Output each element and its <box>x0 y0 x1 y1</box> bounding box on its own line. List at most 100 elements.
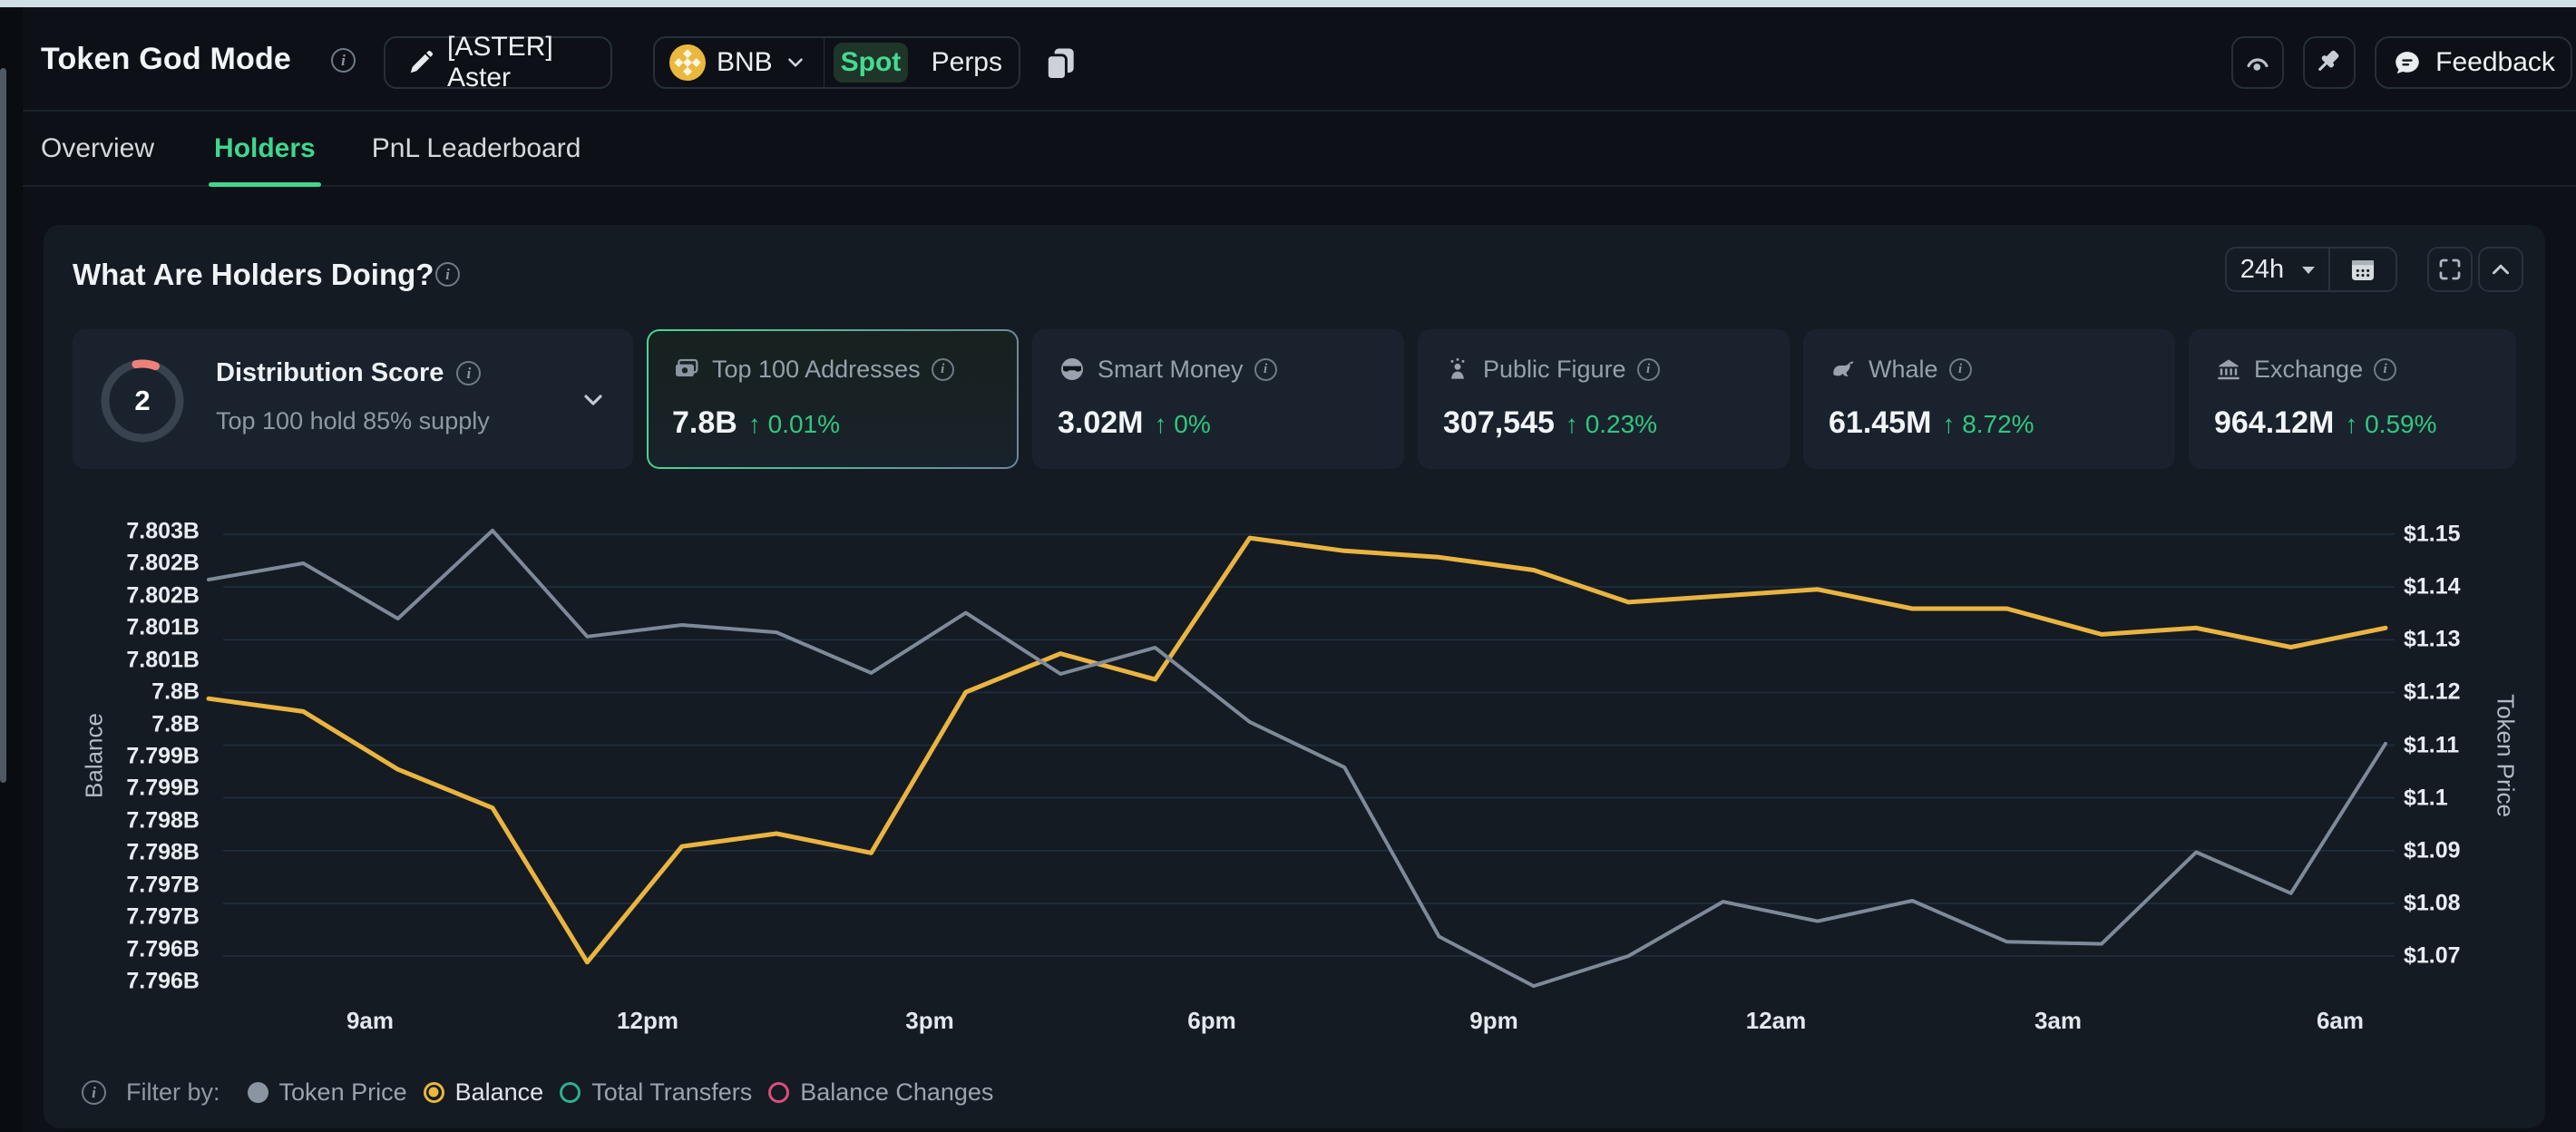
public-figure-icon <box>1443 355 1472 384</box>
stat-value-row: 307,545 ↑ 0.23% <box>1443 405 1657 441</box>
stat-value: 7.8B <box>672 405 737 441</box>
distribution-score-subtitle: Top 100 hold 85% supply <box>216 407 490 435</box>
spot-tab[interactable]: Spot <box>834 43 907 83</box>
tab-pnl-leaderboard[interactable]: PnL Leaderboard <box>372 112 581 185</box>
filter-option-total-transfers[interactable]: Total Transfers <box>560 1078 752 1107</box>
panel-title: What Are Holders Doing? <box>73 258 434 292</box>
radio-icon <box>768 1082 789 1103</box>
feedback-label: Feedback <box>2435 47 2555 78</box>
chain-label: BNB <box>717 47 773 78</box>
filter-option-balance[interactable]: Balance <box>424 1078 544 1107</box>
info-icon[interactable]: i <box>2374 358 2396 381</box>
left-axis-tick: 7.797B <box>71 904 200 931</box>
left-axis-title: Balance <box>81 713 109 798</box>
info-icon[interactable]: i <box>1637 358 1660 381</box>
browser-edge-strip <box>0 0 2576 7</box>
token-god-mode-page: Token God Mode i [ASTER] Aster <box>0 0 2576 1132</box>
watch-button[interactable] <box>2231 36 2284 89</box>
stat-label: Whale <box>1869 356 1938 384</box>
pencil-icon <box>407 49 434 76</box>
token-name: [ASTER] Aster <box>447 32 589 93</box>
left-axis-tick: 7.801B <box>71 615 200 641</box>
left-axis-tick: 7.8B <box>71 679 200 706</box>
distribution-score-label: Distribution Score i <box>216 358 481 388</box>
stat-card-public-figure[interactable]: Public Figure i 307,545 ↑ 0.23% <box>1418 329 1790 469</box>
copy-address-icon[interactable] <box>1040 44 1080 83</box>
info-icon[interactable]: i <box>82 1080 106 1105</box>
series-line-token-price <box>209 531 2386 986</box>
tab-overview[interactable]: Overview <box>41 112 181 185</box>
pin-button[interactable] <box>2303 36 2356 89</box>
chain-dropdown[interactable]: BNB <box>655 38 824 87</box>
filter-option-token-price[interactable]: Token Price <box>248 1078 407 1107</box>
radio-icon <box>248 1082 268 1103</box>
left-axis-tick: 7.803B <box>71 519 200 545</box>
filter-option-label: Token Price <box>279 1078 407 1107</box>
info-icon[interactable]: i <box>331 48 356 73</box>
filter-by-label: Filter by: <box>126 1078 220 1107</box>
filter-options: Token Price Balance Total Transfers Balance… <box>248 1078 1010 1107</box>
stat-change-value: 8.72% <box>1962 410 2034 438</box>
holders-activity-chart[interactable] <box>44 479 2545 1059</box>
chevron-down-icon[interactable] <box>579 385 608 415</box>
token-select-button[interactable]: [ASTER] Aster <box>384 36 612 89</box>
chart-filter-row: i Filter by: Token Price Balance Total Tra… <box>82 1069 1010 1116</box>
info-icon[interactable]: i <box>435 262 460 287</box>
chat-bubble-icon <box>2392 47 2423 78</box>
stat-value-row: 61.45M ↑ 8.72% <box>1829 405 2034 441</box>
x-axis-tick: 12pm <box>617 1007 678 1035</box>
banknote-icon <box>672 355 701 384</box>
stat-change: ↑ 0.59% <box>2345 410 2436 439</box>
stat-value-row: 964.12M ↑ 0.59% <box>2214 405 2437 441</box>
left-scrollbar-thumb[interactable] <box>0 68 6 783</box>
distribution-score-card[interactable]: 2 Distribution Score i Top 100 hold 85% … <box>73 329 633 469</box>
stat-change-value: 0.01% <box>768 410 840 438</box>
x-axis-tick: 3am <box>2034 1007 2082 1035</box>
fullscreen-button[interactable] <box>2427 247 2473 292</box>
right-axis-tick: $1.13 <box>2404 627 2461 653</box>
stat-card-whale[interactable]: Whale i 61.45M ↑ 8.72% <box>1803 329 2175 469</box>
stat-label: Top 100 Addresses <box>712 356 921 384</box>
caret-down-icon[interactable] <box>2298 259 2319 280</box>
stat-label-row: Smart Money i <box>1058 355 1277 384</box>
market-selector-group: BNB Spot Perps <box>653 36 1020 89</box>
info-icon[interactable]: i <box>1254 358 1277 381</box>
distribution-score-text: Distribution Score <box>216 358 444 388</box>
filter-option-label: Total Transfers <box>591 1078 752 1107</box>
up-arrow-icon: ↑ <box>748 410 761 438</box>
timeframe-dropdown[interactable]: 24h <box>2227 255 2298 285</box>
calendar-button[interactable] <box>2330 254 2395 285</box>
info-icon[interactable]: i <box>932 358 954 381</box>
stat-value: 964.12M <box>2214 405 2334 441</box>
tab-holders[interactable]: Holders <box>209 112 321 185</box>
right-axis-tick: $1.09 <box>2404 837 2461 864</box>
stat-value-row: 3.02M ↑ 0% <box>1058 405 1211 441</box>
right-axis-tick: $1.08 <box>2404 890 2461 916</box>
stat-change-value: 0.59% <box>2365 410 2436 438</box>
right-axis-tick: $1.07 <box>2404 943 2461 970</box>
stat-card-exchange[interactable]: Exchange i 964.12M ↑ 0.59% <box>2189 329 2516 469</box>
whale-icon <box>1829 355 1858 384</box>
up-arrow-icon: ↑ <box>1942 410 1955 438</box>
perps-tab[interactable]: Perps <box>915 47 1019 78</box>
stat-label: Smart Money <box>1098 356 1244 384</box>
feedback-button[interactable]: Feedback <box>2375 36 2572 89</box>
up-arrow-icon: ↑ <box>1155 410 1167 438</box>
stat-value: 307,545 <box>1443 405 1555 441</box>
stat-change-value: 0.23% <box>1586 410 1657 438</box>
stat-change: ↑ 0% <box>1155 410 1211 439</box>
stat-change-value: 0% <box>1174 410 1210 438</box>
stat-card-top-100-addresses[interactable]: Top 100 Addresses i 7.8B ↑ 0.01% <box>647 329 1019 469</box>
stat-label-row: Exchange i <box>2214 355 2396 384</box>
left-axis-tick: 7.801B <box>71 647 200 673</box>
collapse-button[interactable] <box>2478 247 2523 292</box>
up-arrow-icon: ↑ <box>1566 410 1578 438</box>
info-icon[interactable]: i <box>456 361 481 385</box>
filter-option-balance-changes[interactable]: Balance Changes <box>768 1078 993 1107</box>
left-axis-tick: 7.797B <box>71 872 200 898</box>
stat-card-smart-money[interactable]: Smart Money i 3.02M ↑ 0% <box>1032 329 1404 469</box>
stat-label: Exchange <box>2254 356 2363 384</box>
info-icon[interactable]: i <box>1949 358 1972 381</box>
stat-value-row: 7.8B ↑ 0.01% <box>672 405 840 441</box>
x-axis-tick: 12am <box>1746 1007 1807 1035</box>
